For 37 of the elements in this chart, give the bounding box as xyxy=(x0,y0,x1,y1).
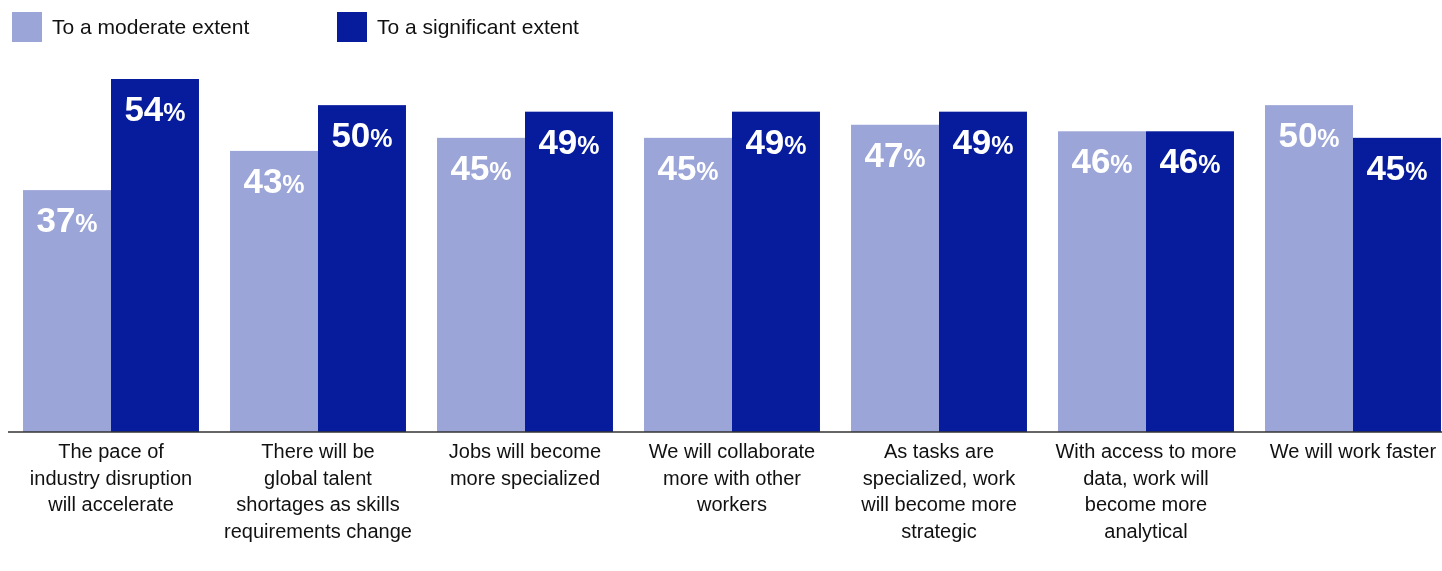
data-label: 50% xyxy=(1278,115,1340,155)
data-label: 43% xyxy=(243,160,305,200)
x-tick-label: There will be global talent shortages as skills requirements change xyxy=(224,440,412,542)
bar xyxy=(230,150,318,432)
bar xyxy=(1265,105,1354,432)
data-label: 37% xyxy=(36,200,98,240)
bar xyxy=(1058,131,1146,432)
legend-label: To a moderate extent xyxy=(52,15,250,38)
data-label: 49% xyxy=(538,121,600,161)
bar xyxy=(1353,137,1441,432)
data-label: 46% xyxy=(1159,141,1221,181)
x-tick-label: With access to more data, work will become more analytical xyxy=(1055,440,1237,542)
bar xyxy=(111,79,199,432)
bar xyxy=(851,124,939,432)
data-label: 46% xyxy=(1071,141,1133,181)
bar xyxy=(939,111,1027,432)
x-tick-label: As tasks are specialized, work will become more strategic xyxy=(860,440,1017,542)
data-label: 54% xyxy=(124,89,186,128)
x-tick-label: We will collaborate more with other workers xyxy=(648,440,816,516)
data-label: 49% xyxy=(952,121,1014,161)
data-label: 49% xyxy=(745,121,807,161)
data-label: 47% xyxy=(864,134,926,174)
bar xyxy=(1146,131,1234,432)
bar xyxy=(644,137,732,432)
bar xyxy=(437,137,525,432)
legend-label: To a significant extent xyxy=(377,15,580,38)
data-label: 50% xyxy=(331,115,393,155)
x-tick-label: We will work faster xyxy=(1269,440,1437,462)
bar xyxy=(525,111,613,432)
bar xyxy=(732,111,820,432)
x-tick-label: The pace of industry disruption will accelerate xyxy=(29,440,193,516)
data-label: 45% xyxy=(450,147,512,187)
data-label: 45% xyxy=(1366,147,1428,187)
x-tick-label: Jobs will become more specialized xyxy=(448,440,602,489)
data-label: 45% xyxy=(657,147,719,187)
bar xyxy=(318,105,406,432)
bar xyxy=(23,190,111,432)
